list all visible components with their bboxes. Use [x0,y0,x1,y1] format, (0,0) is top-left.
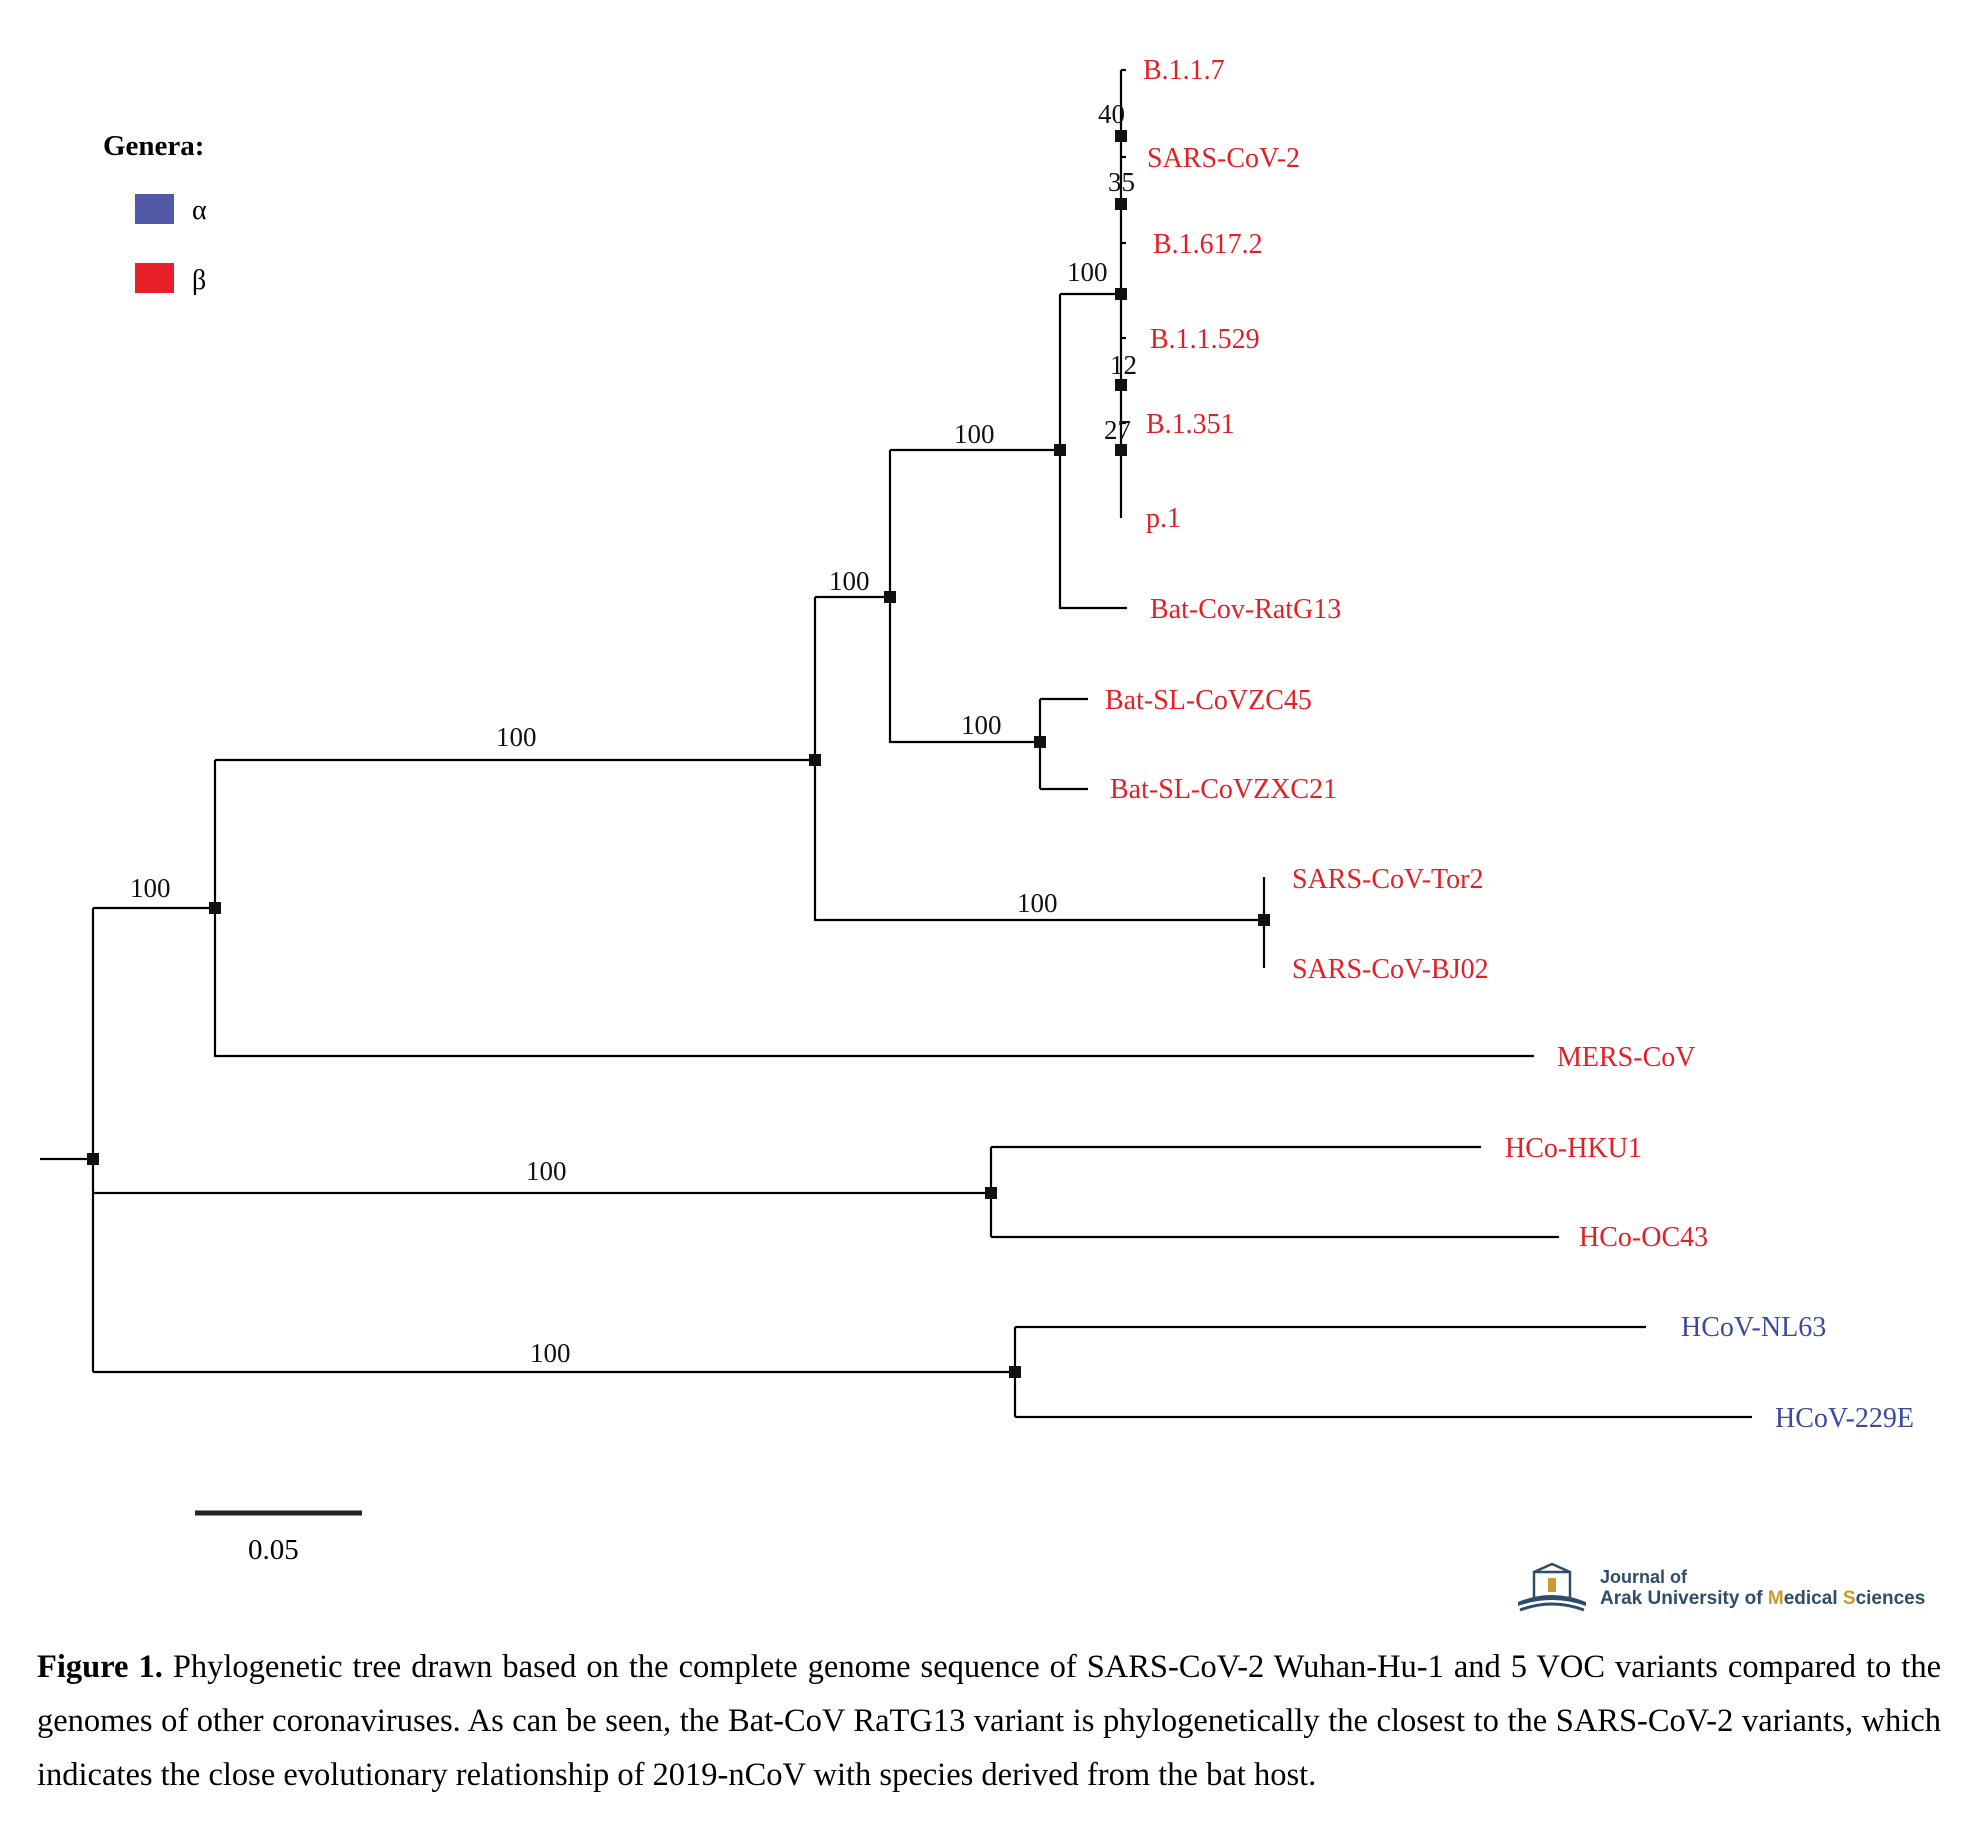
bootstrap-value: 40 [1098,99,1125,129]
bootstrap-value: 100 [1067,257,1108,287]
tip-labels: B.1.1.7 SARS-CoV-2 B.1.617.2 B.1.1.529 B.1.3… [1105,55,1914,1434]
tree-node-marker [1115,288,1127,300]
tree-node-marker [87,1153,99,1165]
tree-nodes [87,130,1270,1378]
journal-title-line1: Journal of [1600,1567,1688,1587]
bootstrap-value: 100 [130,873,171,903]
tip-label: SARS-CoV-BJ02 [1292,954,1489,985]
tip-label: Bat-SL-CoVZC45 [1105,685,1312,716]
tip-label: B.1.617.2 [1153,229,1263,260]
tip-label: SARS-CoV-Tor2 [1292,864,1484,895]
caption-lead: Figure 1. [37,1649,163,1685]
journal-line2-part: Arak University of [1600,1588,1768,1609]
tree-node-marker [1034,736,1046,748]
bootstrap-labels: 40 35 100 12 27 100 100 100 100 100 100 100 100 [130,99,1137,1368]
journal-line2-part: ciences [1855,1588,1926,1609]
bootstrap-value: 100 [1017,888,1058,918]
embeco-clade-branch [989,1145,1559,1239]
scale-bar: 0.05 [195,1510,362,1566]
figure-caption: Figure 1. Phylogenetic tree drawn based … [37,1640,1941,1802]
tree-node-marker [1115,198,1127,210]
beta-clade-branch [213,758,1534,1058]
zc45-clade-branch [1038,697,1088,791]
bootstrap-value: 27 [1104,415,1131,445]
tree-node-marker [1009,1366,1021,1378]
bootstrap-value: 100 [961,710,1002,740]
legend-swatch-beta [135,263,174,293]
tip-label: SARS-CoV-2 [1147,143,1300,174]
tree-node-marker [809,754,821,766]
tip-label: B.1.351 [1146,409,1235,440]
tree-node-marker [1115,379,1127,391]
sarbeco-clade-branch [813,595,1264,922]
caption-text: Phylogenetic tree drawn based on the com… [37,1649,1941,1793]
root-branch [40,906,1015,1374]
bootstrap-value: 12 [1110,350,1137,380]
bootstrap-value: 100 [530,1338,571,1368]
tip-label: HCo-OC43 [1579,1222,1708,1253]
journal-logo: Journal of Arak University of Medical Sc… [1512,1562,1925,1614]
bootstrap-value: 100 [526,1156,567,1186]
tip-label: p.1 [1146,503,1181,534]
journal-line2-accent: S [1842,1588,1856,1609]
journal-line2-accent: M [1767,1588,1784,1609]
journal-line2-part: edical [1783,1588,1843,1609]
tip-label: B.1.1.529 [1150,324,1260,355]
bootstrap-value: 100 [829,566,870,596]
bootstrap-value: 100 [496,722,537,752]
legend-label-beta: β [192,265,206,296]
tree-node-marker [1054,444,1066,456]
tip-label: MERS-CoV [1557,1042,1695,1073]
tip-label: B.1.1.7 [1143,55,1225,86]
tip-label: Bat-SL-CoVZXC21 [1110,774,1337,805]
tip-label: Bat-Cov-RatG13 [1150,594,1341,625]
tree-node-marker [884,591,896,603]
bootstrap-value: 35 [1108,167,1135,197]
bat-clade-branch [888,448,1060,744]
bootstrap-value: 100 [954,419,995,449]
phylogenetic-tree: 40 35 100 12 27 100 100 100 100 100 100 100 100 B.1.… [40,55,1914,1566]
legend-swatch-alpha [135,194,174,224]
legend-label-alpha: α [192,195,207,226]
alpha-clade-branch [1013,1325,1752,1419]
scale-bar-label: 0.05 [248,1534,299,1566]
tree-node-marker [1258,914,1270,926]
ratg13-clade-branch [1058,292,1127,610]
tree-branches [40,68,1752,1419]
tip-label: HCoV-NL63 [1681,1312,1826,1343]
tip-label: HCo-HKU1 [1505,1133,1642,1164]
tree-node-marker [1115,444,1127,456]
journal-emblem-icon [1518,1562,1586,1612]
legend-title: Genera: [103,130,204,162]
legend: Genera: α β [103,130,207,296]
tip-label: HCoV-229E [1775,1403,1914,1434]
tree-node-marker [209,902,221,914]
journal-title-line2: Arak University of Medical Sciences [1600,1588,1925,1610]
tree-node-marker [1115,130,1127,142]
tree-node-marker [985,1187,997,1199]
